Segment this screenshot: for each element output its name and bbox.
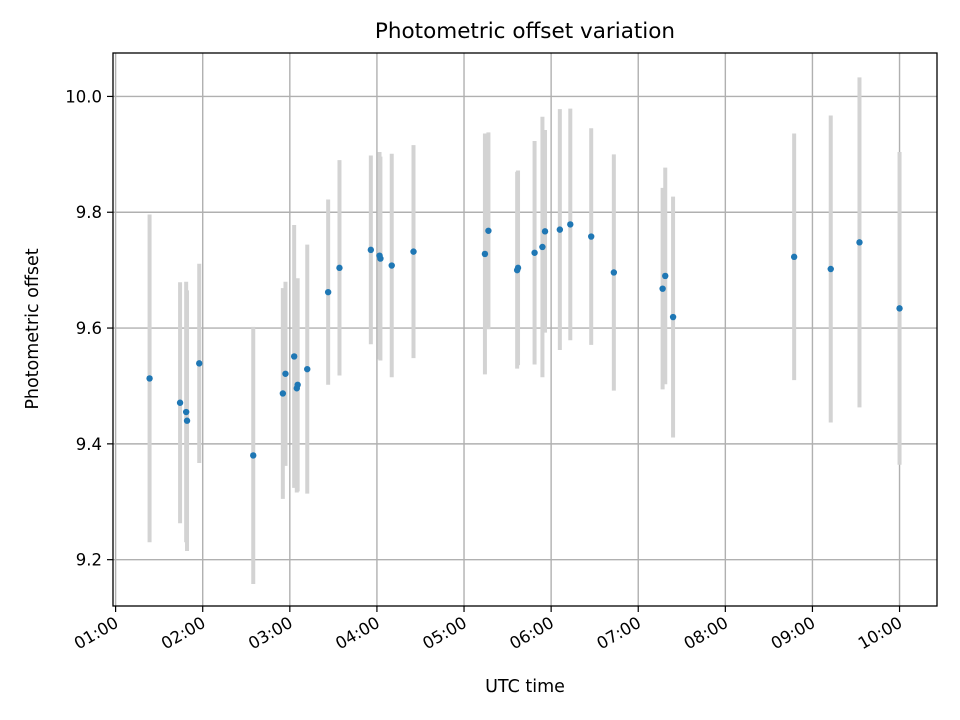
data-point xyxy=(388,262,395,269)
plot-frame xyxy=(112,52,938,607)
data-point xyxy=(567,221,574,228)
data-point xyxy=(336,264,343,272)
data-point xyxy=(176,399,184,406)
y-tick-label: 9.2 xyxy=(76,551,102,570)
data-point xyxy=(182,408,190,416)
y-axis-ticks: 9.2 9.4 9.6 9.8 10.0 xyxy=(65,87,113,570)
chart-title: Photometric offset variation xyxy=(375,19,675,44)
data-point xyxy=(531,249,538,256)
data-point xyxy=(290,353,298,360)
data-point xyxy=(556,226,564,233)
data-point xyxy=(196,360,203,367)
data-point xyxy=(146,375,153,382)
data-point xyxy=(324,288,332,296)
y-axis-label: Photometric offset xyxy=(23,248,43,409)
data-point xyxy=(377,255,384,262)
y-tick-label: 9.6 xyxy=(76,319,102,338)
data-point xyxy=(367,246,375,254)
data-point xyxy=(669,313,677,321)
data-point xyxy=(541,228,549,235)
data-point xyxy=(610,269,618,276)
data-point xyxy=(827,265,834,273)
data-point xyxy=(282,370,289,377)
data-point xyxy=(896,305,903,312)
data-point xyxy=(514,264,522,272)
y-tick-label: 10.0 xyxy=(65,87,102,106)
data-point xyxy=(410,248,417,255)
x-axis-label: UTC time xyxy=(485,677,565,697)
data-point xyxy=(279,390,287,397)
y-tick-label: 9.8 xyxy=(76,203,102,222)
data-point xyxy=(183,417,191,424)
data-point xyxy=(539,243,546,251)
data-point xyxy=(659,285,666,292)
data-point xyxy=(790,253,798,261)
y-tick-label: 9.4 xyxy=(76,435,102,454)
data-point xyxy=(587,233,595,240)
data-point xyxy=(856,239,863,246)
data-points xyxy=(146,221,903,459)
data-point xyxy=(294,381,301,388)
data-point xyxy=(481,250,489,258)
data-point xyxy=(250,452,257,459)
data-point xyxy=(304,365,311,373)
data-point xyxy=(485,227,492,234)
data-point xyxy=(662,272,669,280)
grid-lines xyxy=(113,53,937,606)
